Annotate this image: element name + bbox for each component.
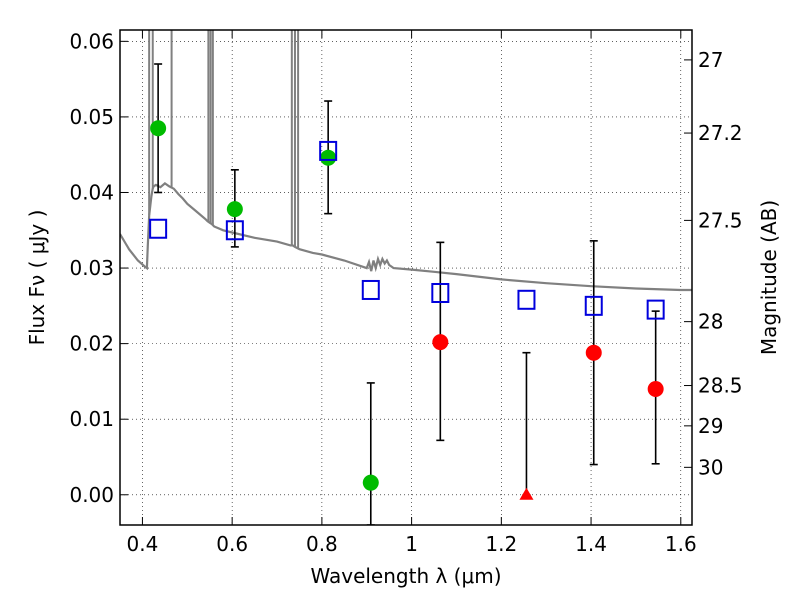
magnitude-tick-label: 27 [698, 48, 723, 72]
y-tick-label: 0.05 [69, 105, 114, 129]
model-photometry-square [361, 279, 380, 300]
plot-area [120, 30, 692, 525]
x-tick-label: 1.4 [575, 532, 607, 556]
model-photometry-square [149, 218, 168, 239]
magnitude-tick-label: 27.5 [698, 208, 743, 232]
model-photometry-square [431, 282, 450, 303]
x-axis-title: Wavelength λ (μm) [310, 564, 501, 588]
model-photometry-square [517, 289, 536, 310]
axes-frame [119, 29, 693, 526]
y-tick-label: 0.02 [69, 332, 114, 356]
y-tick-label: 0.04 [69, 180, 114, 204]
upper_limit-point [585, 344, 602, 361]
y-tick-label: 0.00 [69, 483, 114, 507]
y-tick-label: 0.06 [69, 29, 114, 53]
sed-model-line [120, 182, 692, 292]
magnitude-tick-label: 29 [698, 414, 723, 438]
x-tick-label: 1.2 [485, 532, 517, 556]
y-axis-title: Flux Fν ( μJy ) [25, 210, 49, 346]
x-tick-label: 0.8 [306, 532, 338, 556]
magnitude-tick-label: 27.2 [698, 121, 743, 145]
detection-point [362, 474, 379, 491]
y-tick-label: 0.03 [69, 256, 114, 280]
y-tick-label: 0.01 [69, 407, 114, 431]
magnitude-tick-label: 30 [698, 455, 723, 479]
model-photometry-square [584, 295, 603, 316]
detection-point [226, 201, 243, 218]
x-tick-label: 0.4 [127, 532, 159, 556]
detection-point [150, 120, 167, 137]
model-photometry-square [225, 220, 244, 241]
x-tick-label: 0.6 [216, 532, 248, 556]
x-tick-label: 1 [405, 532, 418, 556]
upper_limit-point [647, 380, 664, 397]
model-photometry-square [646, 299, 665, 320]
grid-lines [120, 30, 692, 525]
upper_limit-point [432, 334, 449, 351]
x-tick-label: 1.6 [665, 532, 697, 556]
upper_limit-limit-marker [519, 487, 534, 500]
magnitude-axis-title: Magnitude (AB) [757, 200, 781, 355]
model-photometry-square [319, 140, 338, 161]
magnitude-tick-label: 28 [698, 310, 723, 334]
axis-ticks: 0.4 0.6 0.8 1 1.2 1.4 1.6 0.00 0.01 0.02 0.03 0.04 0… [69, 29, 742, 556]
magnitude-tick-label: 28.5 [698, 374, 743, 398]
detection-point [320, 149, 337, 166]
